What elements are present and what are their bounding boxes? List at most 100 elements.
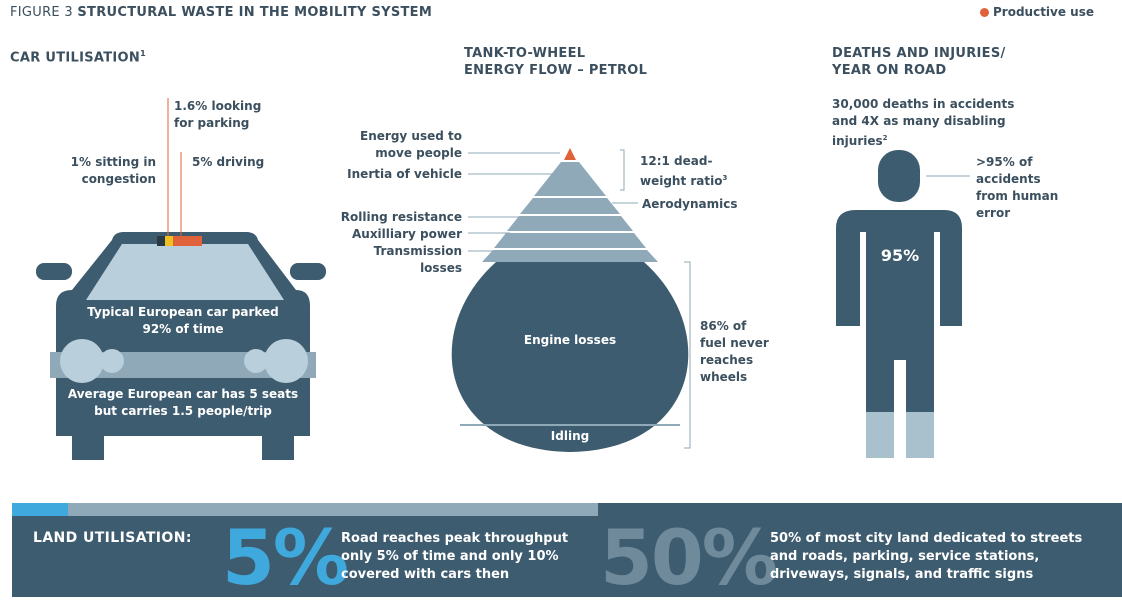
pyramid-productive-tip — [564, 148, 576, 160]
land-band — [12, 503, 1122, 597]
human-error-label: >95% of accidents from human error — [976, 154, 1058, 222]
car-looking-parking-label: 1.6% looking for parking — [174, 98, 261, 132]
auxiliary-label: Auxilliary power — [351, 227, 462, 241]
car-left-mirror — [36, 263, 72, 280]
fuel-loss-label: 86% of fuel never reaches wheels — [700, 318, 769, 386]
energy-title-line2: ENERGY FLOW – PETROL — [464, 63, 648, 78]
human-error-line3: from human — [976, 189, 1059, 203]
land-stat2-text: 50% of most city land dedicated to stree… — [770, 530, 1082, 584]
energy-leaders — [468, 149, 691, 449]
car-congestion-line2: congestion — [81, 172, 156, 186]
figure-label: FIGURE 3 — [10, 5, 73, 20]
car-headlight-right — [264, 339, 308, 383]
energy-used-line1: Energy used to — [360, 129, 462, 143]
deaths-line3: injuries — [832, 134, 883, 148]
deadweight-footnote: 3 — [722, 174, 728, 182]
figure-header: FIGURE 3 STRUCTURAL WASTE IN THE MOBILIT… — [10, 5, 432, 20]
car-graphic — [36, 98, 326, 460]
land-stat2-line2: and roads, parking, service stations, — [770, 549, 1040, 564]
car-wheel-left — [72, 436, 104, 460]
human-error-line4: error — [976, 206, 1011, 220]
deadweight-label: 12:1 dead- weight ratio3 — [640, 153, 727, 190]
pyramid-transmission-layer — [482, 250, 658, 262]
deaths-line2: and 4X as many disabling — [832, 114, 1006, 128]
fuel-loss-line4: wheels — [700, 370, 748, 384]
land-utilisation-label: LAND UTILISATION: — [33, 530, 192, 546]
deaths-title-line2: YEAR ON ROAD — [832, 63, 947, 78]
land-stat1-line2: only 5% of time and only 10% — [341, 549, 559, 564]
human-error-line2: accidents — [976, 172, 1041, 186]
car-title-text: CAR UTILISATION — [10, 50, 141, 66]
car-parked-line1: Typical European car parked — [87, 305, 279, 319]
car-congestion-label: 1% sitting in congestion — [40, 154, 156, 188]
human-percent-label: 95% — [880, 246, 920, 265]
deaths-line1: 30,000 deaths in accidents — [832, 97, 1015, 111]
human-error-line1: >95% of — [976, 155, 1033, 169]
deadweight-line2: weight ratio — [640, 174, 723, 188]
car-title-footnote: 1 — [140, 49, 146, 58]
deaths-section-title: DEATHS AND INJURIES/ YEAR ON ROAD — [832, 45, 1006, 79]
figure-title: STRUCTURAL WASTE IN THE MOBILITY SYSTEM — [77, 5, 433, 20]
car-usage-congestion-segment — [157, 236, 165, 246]
legend: Productive use — [979, 5, 1094, 19]
car-parked-label: Typical European car parked 92% of time — [56, 304, 310, 338]
energy-title-line1: TANK-TO-WHEEL — [464, 46, 586, 61]
car-looking-line2: for parking — [174, 116, 250, 130]
energy-graphic — [451, 148, 691, 452]
transmission-line1: Transmission — [373, 244, 462, 258]
deaths-title-line1: DEATHS AND INJURIES/ — [832, 46, 1006, 61]
fuel-loss-line1: 86% of — [700, 319, 747, 333]
land-stat1-line1: Road reaches peak throughput — [341, 531, 569, 546]
car-congestion-line1: 1% sitting in — [70, 155, 156, 169]
pyramid-aero-layer — [520, 198, 620, 214]
pyramid-rolling-layer — [507, 216, 633, 231]
deadweight-line1: 12:1 dead- — [640, 154, 713, 168]
human-right-foot — [906, 412, 934, 458]
inertia-label: Inertia of vehicle — [347, 167, 462, 181]
car-driving-label: 5% driving — [192, 155, 265, 169]
car-windshield — [86, 244, 284, 300]
car-headlight-left — [60, 339, 104, 383]
fuel-drop — [451, 262, 689, 452]
legend-swatch — [979, 7, 989, 17]
transmission-line2: losses — [420, 261, 462, 275]
human-left-foot — [866, 412, 894, 458]
legend-label: Productive use — [992, 5, 1094, 19]
car-seats-label: Average European car has 5 seats but car… — [50, 386, 316, 420]
pyramid-aux-layer — [494, 233, 646, 248]
car-looking-line1: 1.6% looking — [174, 99, 262, 113]
land-band-accent-blue — [12, 503, 68, 516]
car-headlight-left-small — [100, 349, 124, 373]
car-headlight-right-small — [244, 349, 268, 373]
deaths-label: 30,000 deaths in accidents and 4X as man… — [832, 96, 1014, 150]
car-parked-line2: 92% of time — [142, 322, 224, 336]
car-right-mirror — [290, 263, 326, 280]
land-stat-5-percent: 5% — [222, 513, 349, 602]
land-stat2-line1: 50% of most city land dedicated to stree… — [770, 531, 1083, 546]
deaths-footnote: 2 — [882, 134, 888, 142]
car-seats-line2: but carries 1.5 people/trip — [94, 404, 272, 418]
energy-used-line2: move people — [375, 146, 462, 160]
land-stat1-line3: covered with cars then — [341, 567, 510, 582]
land-band-accent-grey — [68, 503, 598, 516]
idling-label: Idling — [550, 429, 590, 443]
land-stat1-text: Road reaches peak throughput only 5% of … — [341, 530, 568, 584]
fuel-loss-line3: reaches — [700, 353, 754, 367]
transmission-label: Transmission losses — [300, 243, 462, 277]
idling-divider — [460, 424, 680, 426]
energy-section-title: TANK-TO-WHEEL ENERGY FLOW – PETROL — [464, 45, 647, 79]
car-section-title: CAR UTILISATION1 — [10, 45, 146, 66]
human-head — [878, 150, 920, 202]
human-graphic — [836, 150, 970, 458]
rolling-label: Rolling resistance — [340, 210, 462, 224]
car-wheel-right — [262, 436, 294, 460]
fuel-loss-line2: fuel never — [700, 336, 769, 350]
energy-used-label: Energy used to move people — [300, 128, 462, 162]
land-stat-50-percent: 50% — [600, 513, 778, 602]
aerodynamics-label: Aerodynamics — [642, 197, 738, 211]
engine-losses-label: Engine losses — [523, 333, 617, 347]
pyramid-inertia-layer — [534, 162, 606, 196]
car-usage-parking-segment — [165, 236, 173, 246]
car-usage-driving-segment — [173, 236, 202, 246]
